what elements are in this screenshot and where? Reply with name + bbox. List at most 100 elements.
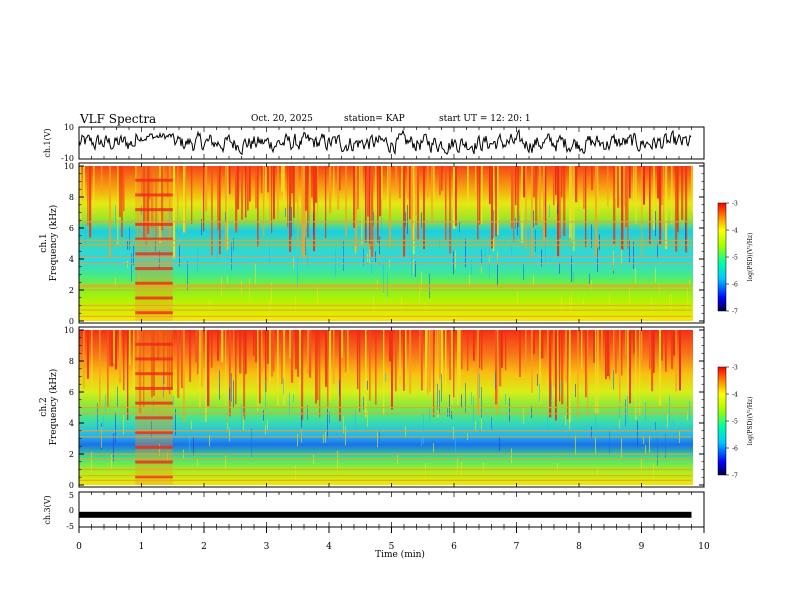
spectrogram-burst <box>379 166 382 217</box>
spectrogram-burst <box>207 330 210 407</box>
spectrogram-burst <box>399 166 401 199</box>
spectrogram-burst <box>453 166 456 229</box>
spectrogram-speckle <box>169 298 170 308</box>
spectrogram-speckle <box>155 236 156 252</box>
spectrogram-burst <box>501 330 503 368</box>
spectrogram-speckle <box>687 412 688 421</box>
spectrogram-speckle <box>379 236 380 265</box>
spectrogram-speckle <box>619 406 620 428</box>
spectrogram-burst <box>369 330 371 401</box>
spectrogram-speckle <box>589 273 590 284</box>
spectrogram-speckle <box>471 392 472 405</box>
spectrogram-speckle <box>289 205 290 229</box>
spectrogram-burst <box>405 330 407 384</box>
spectrogram-burst <box>659 330 662 406</box>
spectrogram-burst <box>369 166 371 250</box>
spectrogram-speckle <box>197 249 198 274</box>
spectrogram-speckle <box>689 400 690 421</box>
spectrogram-speckle <box>305 236 306 255</box>
spectrogram-burst <box>491 166 494 249</box>
spectrogram-burst <box>497 330 499 414</box>
spectrogram-speckle <box>263 410 264 421</box>
spectrogram-speckle <box>289 392 290 415</box>
spectrogram-burst <box>681 166 684 220</box>
spectrogram-speckle <box>159 443 160 457</box>
spectrogram-burst <box>495 166 497 237</box>
spectrogram-burst <box>559 330 561 402</box>
spectrogram-burst <box>549 330 552 418</box>
spectrogram-burst <box>327 330 329 408</box>
spectrogram-speckle <box>115 204 116 224</box>
spectrogram-burst <box>533 166 535 198</box>
time-tick-label: 3 <box>264 542 270 552</box>
spectrogram-burst <box>199 330 201 409</box>
spectrogram-burst <box>451 330 454 405</box>
spectrogram-speckle <box>169 209 170 225</box>
spectrogram-burst <box>435 330 437 382</box>
spectrogram-burst <box>245 330 247 374</box>
ch1-waveform-trace <box>78 128 692 156</box>
spectrogram-speckle <box>481 249 482 268</box>
spectrogram-speckle <box>129 227 130 251</box>
time-tick-label: 10 <box>698 542 710 552</box>
spectrogram-speckle <box>421 212 422 228</box>
spectrogram-burst <box>409 330 412 394</box>
spectrogram-burst <box>203 166 205 232</box>
spectrogram-speckle <box>453 427 454 440</box>
spectrogram-speckle <box>227 414 228 430</box>
transient-line <box>135 357 173 361</box>
spectrogram-speckle <box>191 420 192 430</box>
spectrogram-speckle <box>233 237 234 251</box>
spectrogram-speckle <box>323 434 324 443</box>
spectrogram-speckle <box>367 380 368 390</box>
spectrogram-burst <box>241 166 244 220</box>
spectrogram-burst <box>205 166 208 212</box>
time-tick-label: 4 <box>326 542 332 552</box>
spectrogram-burst <box>661 166 663 205</box>
spectrogram-burst <box>479 330 481 369</box>
spectrogram-burst <box>377 166 379 243</box>
spectrogram-burst <box>155 166 158 236</box>
spectrogram-speckle <box>163 372 164 398</box>
spectrogram-burst <box>129 330 131 366</box>
spectrogram-burst <box>623 166 626 207</box>
spectrogram-burst <box>261 330 263 372</box>
spectrogram-burst <box>577 330 579 419</box>
spectrogram-burst <box>641 330 643 364</box>
spectrogram-speckle <box>123 414 124 435</box>
spectrogram-burst <box>613 330 615 367</box>
spectrogram-burst <box>557 330 559 371</box>
spectrogram-burst <box>675 166 678 252</box>
spectrogram-speckle <box>533 274 534 286</box>
spectrogram-burst <box>235 330 237 405</box>
spectrogram-speckle <box>421 271 422 292</box>
spectrogram-burst <box>595 166 598 256</box>
spectrogram-speckle <box>481 387 482 419</box>
spectrogram-burst <box>449 166 452 254</box>
spectrogram-speckle <box>241 280 242 295</box>
spectrogram-burst <box>679 330 682 391</box>
time-tick-label: 1 <box>139 542 145 552</box>
spectrogram-speckle <box>327 408 328 439</box>
ch3-waveform-panel: ch.3(V) 5 0 -5 <box>43 491 705 531</box>
spectrogram-burst <box>539 166 541 222</box>
spectrogram-speckle <box>297 258 298 288</box>
spectrogram-speckle <box>425 302 426 317</box>
spectrogram-burst <box>401 166 404 200</box>
spectrogram-burst <box>329 330 332 400</box>
time-tick-label: 8 <box>576 542 582 552</box>
spectrogram-burst <box>517 166 520 227</box>
spectrogram-speckle <box>249 278 250 299</box>
spectrogram-burst <box>183 166 185 233</box>
spectrogram-speckle <box>111 454 112 470</box>
colorbar-tick-label: -4 <box>732 228 738 235</box>
spectrogram-speckle <box>649 435 650 453</box>
spectrogram-burst <box>559 166 561 239</box>
spectrogram-burst <box>211 166 213 256</box>
spectrogram-burst <box>425 330 428 390</box>
spectrogram-speckle <box>339 379 340 396</box>
ch3-ytick-top: 5 <box>69 491 74 500</box>
spectrogram-speckle <box>629 239 630 263</box>
spectrogram-burst <box>123 166 125 212</box>
spectrogram-burst <box>221 330 224 363</box>
